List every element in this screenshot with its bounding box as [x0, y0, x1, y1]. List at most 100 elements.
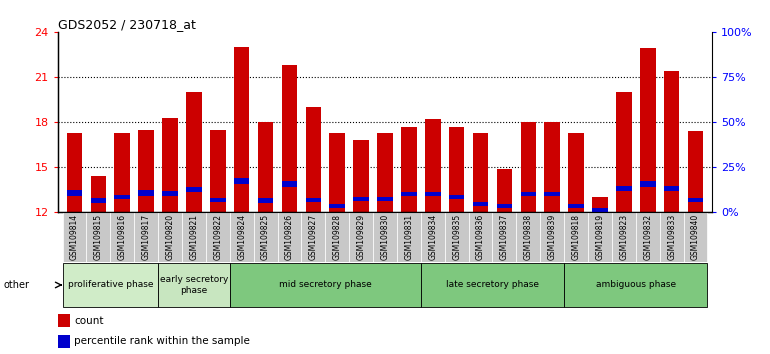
Bar — [401, 192, 417, 196]
Text: count: count — [74, 316, 104, 326]
Bar — [353, 140, 369, 212]
Text: GSM109828: GSM109828 — [333, 214, 342, 260]
Bar — [110, 212, 134, 262]
Bar — [640, 181, 655, 187]
Bar — [234, 47, 249, 212]
Bar — [401, 127, 417, 212]
Text: GSM109819: GSM109819 — [595, 214, 604, 260]
Text: GSM109827: GSM109827 — [309, 214, 318, 260]
Bar — [521, 192, 536, 196]
Bar — [134, 212, 158, 262]
Bar — [421, 212, 445, 262]
Text: GSM109814: GSM109814 — [70, 214, 79, 260]
Text: early secretory
phase: early secretory phase — [159, 275, 228, 295]
Text: GSM109826: GSM109826 — [285, 214, 294, 260]
Bar — [473, 202, 488, 206]
Bar — [564, 263, 708, 307]
Text: GSM109829: GSM109829 — [357, 214, 366, 260]
Text: GSM109817: GSM109817 — [142, 214, 151, 260]
Bar — [684, 212, 708, 262]
Bar — [58, 314, 69, 327]
Bar — [91, 198, 106, 203]
Text: GSM109830: GSM109830 — [380, 214, 390, 260]
Bar — [206, 212, 229, 262]
Bar — [449, 127, 464, 212]
Bar — [282, 65, 297, 212]
Bar — [330, 204, 345, 208]
Bar — [62, 263, 158, 307]
Bar — [86, 212, 110, 262]
Text: GSM109837: GSM109837 — [500, 214, 509, 260]
Text: GSM109839: GSM109839 — [547, 214, 557, 260]
Bar — [493, 212, 517, 262]
Bar — [234, 178, 249, 184]
Bar — [517, 212, 541, 262]
Bar — [425, 119, 440, 212]
Bar — [660, 212, 684, 262]
Bar — [277, 212, 301, 262]
Bar — [397, 212, 421, 262]
Text: GSM109836: GSM109836 — [476, 214, 485, 260]
Bar — [58, 335, 69, 348]
Bar — [377, 133, 393, 212]
Bar — [67, 133, 82, 212]
Bar — [497, 169, 512, 212]
Bar — [664, 71, 679, 212]
Bar — [282, 181, 297, 187]
Text: mid secretory phase: mid secretory phase — [279, 280, 372, 290]
Bar — [62, 212, 86, 262]
Bar — [349, 212, 373, 262]
Bar — [115, 133, 130, 212]
Text: GSM109831: GSM109831 — [404, 214, 413, 260]
Text: GSM109840: GSM109840 — [691, 214, 700, 260]
Text: GSM109824: GSM109824 — [237, 214, 246, 260]
Bar — [616, 92, 631, 212]
Text: GSM109833: GSM109833 — [667, 214, 676, 260]
Text: GSM109825: GSM109825 — [261, 214, 270, 260]
Bar — [253, 212, 277, 262]
Bar — [229, 212, 253, 262]
Text: GSM109821: GSM109821 — [189, 214, 199, 260]
Bar — [229, 263, 421, 307]
Bar — [210, 198, 226, 202]
Text: GDS2052 / 230718_at: GDS2052 / 230718_at — [58, 18, 196, 31]
Bar — [664, 185, 679, 191]
Bar — [115, 195, 130, 199]
Bar — [568, 204, 584, 208]
Bar — [544, 192, 560, 196]
Bar — [568, 133, 584, 212]
Bar — [373, 212, 397, 262]
Bar — [162, 191, 178, 196]
Text: GSM109835: GSM109835 — [452, 214, 461, 260]
Bar — [688, 198, 703, 202]
Bar — [497, 204, 512, 208]
Bar — [564, 212, 588, 262]
Bar — [377, 197, 393, 201]
Bar — [544, 122, 560, 212]
Bar — [425, 192, 440, 196]
Text: late secretory phase: late secretory phase — [446, 280, 539, 290]
Bar — [688, 131, 703, 212]
Bar — [210, 130, 226, 212]
Text: ambiguous phase: ambiguous phase — [596, 280, 676, 290]
Bar — [421, 263, 564, 307]
Bar — [636, 212, 660, 262]
Bar — [353, 197, 369, 201]
Bar — [258, 122, 273, 212]
Text: other: other — [4, 280, 30, 290]
Bar — [158, 212, 182, 262]
Text: percentile rank within the sample: percentile rank within the sample — [74, 336, 250, 346]
Text: GSM109816: GSM109816 — [118, 214, 127, 260]
Bar — [588, 212, 612, 262]
Text: GSM109820: GSM109820 — [166, 214, 175, 260]
Bar — [186, 187, 202, 192]
Bar — [612, 212, 636, 262]
Bar — [158, 263, 229, 307]
Bar — [473, 133, 488, 212]
Text: GSM109834: GSM109834 — [428, 214, 437, 260]
Bar — [306, 107, 321, 212]
Bar — [469, 212, 493, 262]
Text: GSM109832: GSM109832 — [643, 214, 652, 260]
Bar — [445, 212, 469, 262]
Bar — [449, 195, 464, 199]
